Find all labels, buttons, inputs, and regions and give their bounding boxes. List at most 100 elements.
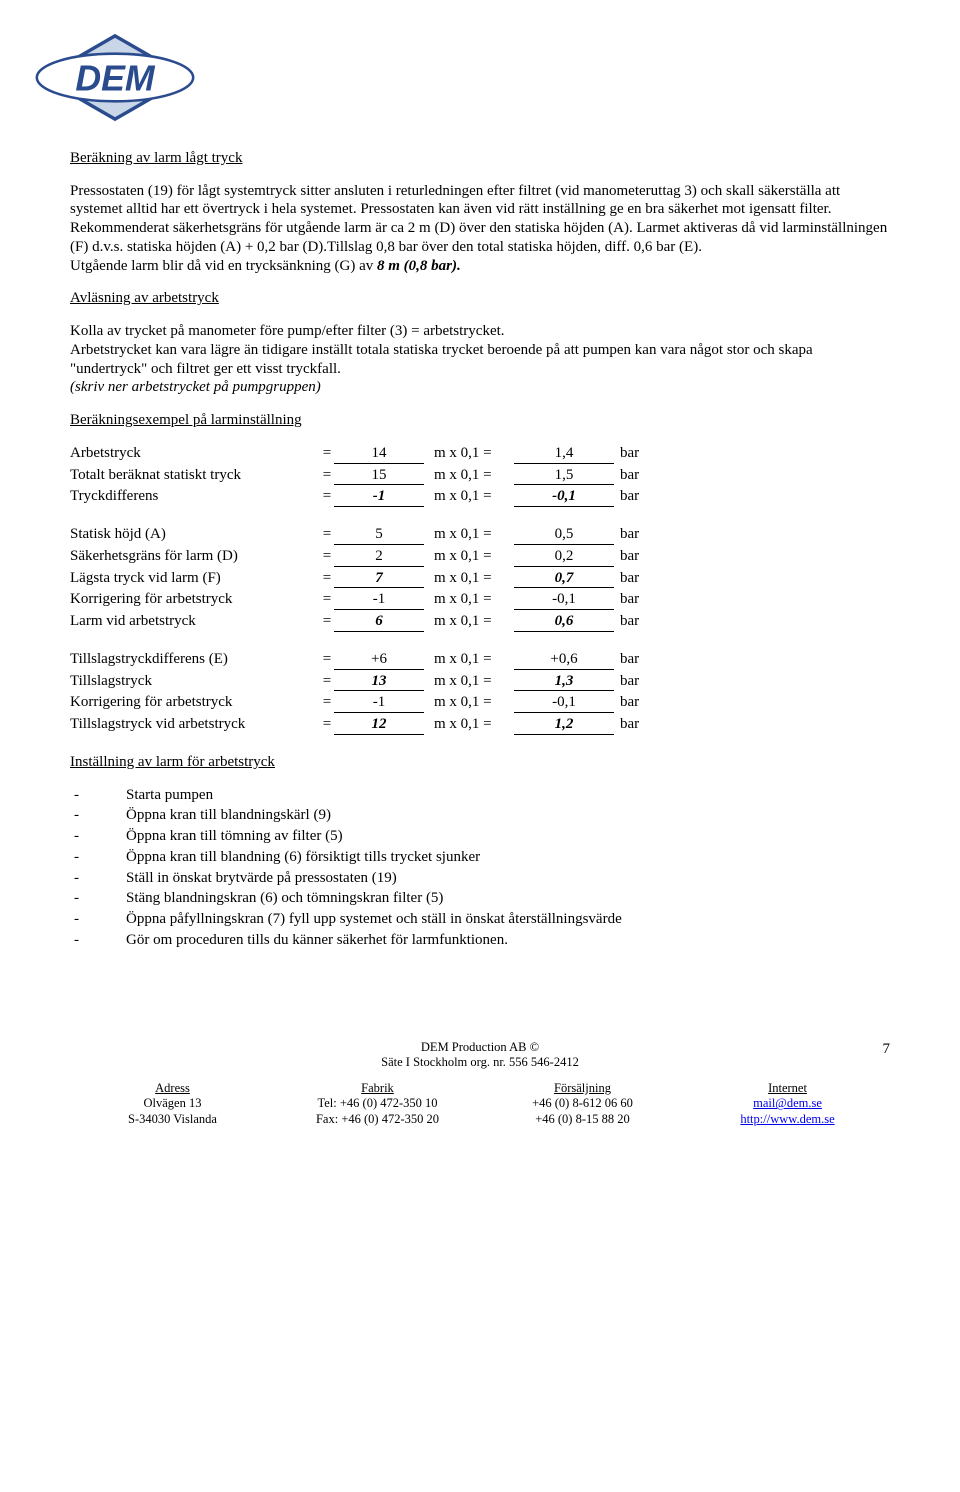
calc-unit: bar bbox=[614, 466, 654, 485]
calc-label: Tillslagstryck vid arbetstryck bbox=[70, 715, 320, 734]
calc-block-3: Tillslagstryckdifferens (E)=+6m x 0,1 =+… bbox=[70, 650, 890, 735]
para-read-pressure: Kolla av trycket på manometer före pump/… bbox=[70, 322, 890, 397]
heading-alarm-setting: Inställning av larm för arbetstryck bbox=[70, 753, 890, 772]
footer-org: Säte I Stockholm org. nr. 556 546-2412 bbox=[381, 1055, 579, 1069]
calc-label: Lägsta tryck vid larm (F) bbox=[70, 569, 320, 588]
para2-italic: (skriv ner arbetstrycket på pumpgruppen) bbox=[70, 379, 321, 395]
calc-row: Korrigering för arbetstryck=-1m x 0,1 =-… bbox=[70, 590, 890, 610]
para1-bold: 8 m (0,8 bar). bbox=[377, 258, 461, 274]
footer-col-head: Internet bbox=[685, 1081, 890, 1097]
heading-calc-low-pressure: Beräkning av larm lågt tryck bbox=[70, 149, 890, 168]
company-logo: DEM bbox=[30, 30, 890, 131]
calc-row: Arbetstryck=14m x 0,1 =1,4bar bbox=[70, 444, 890, 464]
step-item: Öppna kran till blandningskärl (9) bbox=[100, 806, 890, 825]
calc-unit: bar bbox=[614, 444, 654, 463]
footer-col-line: http://www.dem.se bbox=[685, 1112, 890, 1128]
calc-row: Statisk höjd (A)=5m x 0,1 =0,5bar bbox=[70, 525, 890, 545]
calc-value-bar: 1,2 bbox=[514, 715, 614, 735]
equals-sign: = bbox=[320, 612, 334, 631]
calc-block-1: Arbetstryck=14m x 0,1 =1,4barTotalt berä… bbox=[70, 444, 890, 507]
step-item: Öppna kran till tömning av filter (5) bbox=[100, 827, 890, 846]
calc-value-m: 14 bbox=[334, 444, 424, 464]
calc-value-bar: -0,1 bbox=[514, 487, 614, 507]
calc-multiplier: m x 0,1 = bbox=[424, 590, 514, 609]
calc-value-bar: 1,3 bbox=[514, 672, 614, 692]
calc-multiplier: m x 0,1 = bbox=[424, 650, 514, 669]
calc-unit: bar bbox=[614, 569, 654, 588]
calc-label: Säkerhetsgräns för larm (D) bbox=[70, 547, 320, 566]
calc-row: Larm vid arbetstryck=6m x 0,1 =0,6bar bbox=[70, 612, 890, 632]
step-item: Öppna kran till blandning (6) försiktigt… bbox=[100, 848, 890, 867]
dem-logo-icon: DEM bbox=[30, 30, 200, 125]
calc-label: Arbetstryck bbox=[70, 444, 320, 463]
calc-label: Tryckdifferens bbox=[70, 487, 320, 506]
footer-column: Försäljning+46 (0) 8-612 06 60+46 (0) 8-… bbox=[480, 1081, 685, 1128]
footer-col-line: Tel: +46 (0) 472-350 10 bbox=[275, 1096, 480, 1112]
heading-read-pressure: Avläsning av arbetstryck bbox=[70, 289, 890, 308]
footer-link[interactable]: mail@dem.se bbox=[753, 1096, 822, 1110]
footer-col-line: mail@dem.se bbox=[685, 1096, 890, 1112]
footer-link[interactable]: http://www.dem.se bbox=[740, 1112, 834, 1126]
step-item: Öppna påfyllningskran (7) fyll upp syste… bbox=[100, 910, 890, 929]
calc-row: Korrigering för arbetstryck=-1m x 0,1 =-… bbox=[70, 693, 890, 713]
equals-sign: = bbox=[320, 590, 334, 609]
steps-list: Starta pumpenÖppna kran till blandningsk… bbox=[100, 786, 890, 950]
footer-company: DEM Production AB © bbox=[421, 1040, 539, 1054]
calc-unit: bar bbox=[614, 715, 654, 734]
calc-label: Tillslagstryckdifferens (E) bbox=[70, 650, 320, 669]
calc-value-m: -1 bbox=[334, 590, 424, 610]
calc-label: Statisk höjd (A) bbox=[70, 525, 320, 544]
page-footer: DEM Production AB © Säte I Stockholm org… bbox=[70, 1040, 890, 1128]
calc-unit: bar bbox=[614, 525, 654, 544]
equals-sign: = bbox=[320, 650, 334, 669]
step-item: Gör om proceduren tills du känner säkerh… bbox=[100, 931, 890, 950]
calc-multiplier: m x 0,1 = bbox=[424, 715, 514, 734]
footer-col-line: +46 (0) 8-612 06 60 bbox=[480, 1096, 685, 1112]
calc-row: Tillslagstryck vid arbetstryck=12m x 0,1… bbox=[70, 715, 890, 735]
calc-multiplier: m x 0,1 = bbox=[424, 525, 514, 544]
calc-row: Tillslagstryckdifferens (E)=+6m x 0,1 =+… bbox=[70, 650, 890, 670]
footer-col-line: Olvägen 13 bbox=[70, 1096, 275, 1112]
calc-unit: bar bbox=[614, 547, 654, 566]
calc-label: Tillslagstryck bbox=[70, 672, 320, 691]
calc-value-m: 6 bbox=[334, 612, 424, 632]
para1-tail: Utgående larm blir då vid en trycksänkni… bbox=[70, 258, 377, 274]
calc-unit: bar bbox=[614, 612, 654, 631]
footer-column: AdressOlvägen 13S-34030 Vislanda bbox=[70, 1081, 275, 1128]
footer-col-head: Fabrik bbox=[275, 1081, 480, 1097]
svg-text:DEM: DEM bbox=[75, 58, 156, 98]
heading-calc-example: Beräkningsexempel på larminställning bbox=[70, 411, 890, 430]
calc-value-bar: 0,5 bbox=[514, 525, 614, 545]
calc-value-bar: 1,5 bbox=[514, 466, 614, 486]
footer-col-line: S-34030 Vislanda bbox=[70, 1112, 275, 1128]
equals-sign: = bbox=[320, 672, 334, 691]
para2-text: Kolla av trycket på manometer före pump/… bbox=[70, 323, 813, 377]
calc-value-bar: -0,1 bbox=[514, 590, 614, 610]
calc-unit: bar bbox=[614, 672, 654, 691]
calc-value-bar: 0,7 bbox=[514, 569, 614, 589]
page-number: 7 bbox=[883, 1040, 891, 1059]
calc-unit: bar bbox=[614, 487, 654, 506]
equals-sign: = bbox=[320, 466, 334, 485]
step-item: Starta pumpen bbox=[100, 786, 890, 805]
calc-value-m: 13 bbox=[334, 672, 424, 692]
calc-value-m: +6 bbox=[334, 650, 424, 670]
calc-value-m: 15 bbox=[334, 466, 424, 486]
calc-row: Totalt beräknat statiskt tryck=15m x 0,1… bbox=[70, 466, 890, 486]
calc-multiplier: m x 0,1 = bbox=[424, 672, 514, 691]
footer-col-head: Försäljning bbox=[480, 1081, 685, 1097]
calc-value-bar: 1,4 bbox=[514, 444, 614, 464]
equals-sign: = bbox=[320, 487, 334, 506]
footer-col-line: Fax: +46 (0) 472-350 20 bbox=[275, 1112, 480, 1128]
equals-sign: = bbox=[320, 693, 334, 712]
footer-col-line: +46 (0) 8-15 88 20 bbox=[480, 1112, 685, 1128]
step-item: Stäng blandningskran (6) och tömningskra… bbox=[100, 889, 890, 908]
footer-column: Internetmail@dem.se http://www.dem.se bbox=[685, 1081, 890, 1128]
calc-block-2: Statisk höjd (A)=5m x 0,1 =0,5bar Säkerhe… bbox=[70, 525, 890, 632]
footer-column: FabrikTel: +46 (0) 472-350 10Fax: +46 (0… bbox=[275, 1081, 480, 1128]
calc-value-bar: 0,6 bbox=[514, 612, 614, 632]
calc-row: Lägsta tryck vid larm (F)=7m x 0,1 =0,7b… bbox=[70, 569, 890, 589]
calc-unit: bar bbox=[614, 590, 654, 609]
calc-unit: bar bbox=[614, 693, 654, 712]
calc-label: Korrigering för arbetstryck bbox=[70, 693, 320, 712]
